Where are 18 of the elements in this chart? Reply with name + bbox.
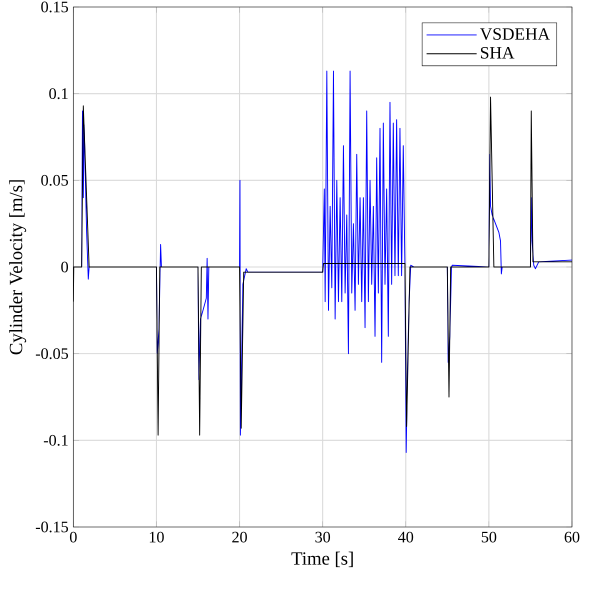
y-tick-label: 0 [61,262,68,272]
y-tick-label: -0.05 [36,348,68,360]
x-tick-label: 30 [315,532,330,542]
x-tick-label: 0 [70,532,77,542]
legend-label: SHA [480,47,514,59]
x-tick-label: 10 [150,532,164,542]
y-axis-title: Cylinder Velocity [m/s] [9,180,26,354]
y-tick-label: 0.15 [41,2,68,12]
y-tick-label: 0.05 [41,174,68,186]
x-tick-label: 60 [564,532,580,542]
x-tick-label: 40 [398,532,414,542]
legend-label: VSDEHA [480,28,550,40]
x-tick-label: 50 [482,532,496,542]
x-tick-label: 20 [232,532,247,542]
y-tick-label: -0.15 [36,522,68,532]
y-tick-label: -0.1 [44,434,68,446]
x-axis-title: Time [s] [291,552,353,568]
y-tick-label: 0.1 [49,88,68,100]
